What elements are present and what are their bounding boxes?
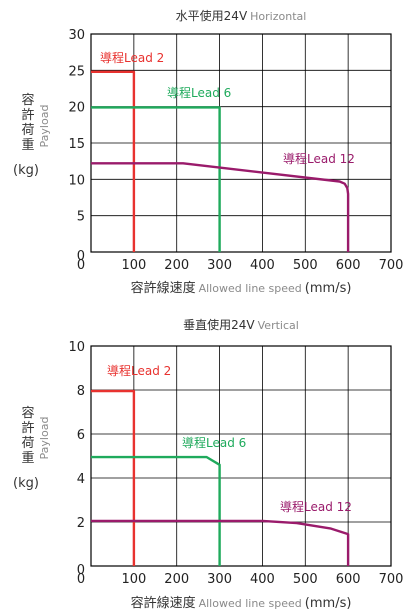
- x-axis-label-en: Allowed line speed: [199, 597, 302, 610]
- y-tick-label: 25: [68, 64, 85, 79]
- y-axis-label-char: 荷: [21, 436, 34, 451]
- series-line-1: [91, 389, 136, 566]
- x-tick-label: 700: [379, 572, 404, 587]
- x-tick-label: 0: [77, 258, 85, 273]
- series-line-2: [91, 455, 221, 566]
- series-label-3: 導程Lead 12: [283, 151, 355, 166]
- y-tick-label: 6: [77, 428, 85, 443]
- y-axis-label-char: 重: [21, 137, 34, 153]
- x-tick-label: 700: [379, 258, 404, 273]
- x-tick-label: 500: [293, 572, 318, 587]
- x-tick-label: 100: [121, 258, 146, 273]
- y-tick-label: 10: [68, 340, 85, 355]
- series-line-1: [91, 70, 136, 252]
- series-label-2: 導程Lead 6: [182, 435, 246, 450]
- y-tick-label: 0: [77, 563, 85, 578]
- series-label-1: 導程Lead 2: [100, 50, 164, 65]
- x-axis-label-main: 容許線速度: [131, 595, 196, 611]
- series-label-1: 導程Lead 2: [107, 363, 171, 378]
- x-axis-label-2: 容許線速度 Allowed line speed (mm/s): [131, 595, 352, 611]
- x-tick-label: 200: [164, 258, 189, 273]
- y-axis-label-char: 容: [21, 405, 34, 421]
- chart-title-en: Vertical: [258, 319, 299, 332]
- series-line-3: [91, 162, 350, 252]
- x-tick-label: 100: [121, 572, 146, 587]
- x-tick-label: 600: [336, 572, 361, 587]
- series-label-3: 導程Lead 12: [280, 499, 352, 514]
- x-axis-label-main: 容許線速度: [131, 280, 196, 296]
- x-axis-label-unit: (mm/s): [305, 281, 352, 296]
- plot-frame-1: [90, 33, 392, 253]
- x-tick-label: 400: [250, 572, 275, 587]
- x-tick-label: 0: [77, 572, 85, 587]
- series-line-3: [91, 519, 350, 566]
- x-tick-label: 500: [293, 258, 318, 273]
- y-tick-label: 2: [77, 516, 85, 531]
- y-axis-label-char: 荷: [21, 123, 34, 138]
- x-axis-label-1: 容許線速度 Allowed line speed (mm/s): [131, 280, 352, 296]
- y-axis-label-char: 重: [21, 450, 34, 466]
- series-line-2: [91, 106, 221, 252]
- y-axis-label-en: Payload: [38, 417, 51, 460]
- chart-title-1: 水平使用24V Horizontal: [176, 8, 307, 23]
- y-tick-label: 20: [68, 101, 85, 116]
- series-label-2: 導程Lead 6: [167, 85, 231, 100]
- x-tick-label: 200: [164, 572, 189, 587]
- y-axis-label-unit: (kg): [13, 476, 39, 491]
- y-tick-label: 10: [68, 173, 85, 188]
- chart-title-2: 垂直使用24V Vertical: [183, 317, 299, 332]
- x-tick-label: 300: [207, 258, 232, 273]
- y-tick-label: 8: [77, 384, 85, 399]
- y-axis-label-unit: (kg): [13, 163, 39, 178]
- x-axis-label-en: Allowed line speed: [199, 282, 302, 295]
- y-axis-label-char: 許: [21, 421, 34, 436]
- y-tick-label: 30: [68, 28, 85, 43]
- x-tick-label: 400: [250, 258, 275, 273]
- y-axis-label-char: 容: [21, 92, 34, 108]
- y-tick-label: 4: [77, 472, 85, 487]
- chart-title-main: 垂直使用24V: [183, 317, 255, 332]
- y-tick-label: 5: [77, 210, 85, 225]
- x-tick-label: 300: [207, 572, 232, 587]
- y-axis-label-en: Payload: [38, 105, 51, 148]
- x-axis-label-unit: (mm/s): [305, 596, 352, 611]
- chart-title-en: Horizontal: [250, 10, 306, 23]
- y-tick-label: 0: [77, 249, 85, 264]
- chart-title-main: 水平使用24V: [176, 8, 248, 23]
- y-axis-label-char: 許: [21, 108, 34, 123]
- x-tick-label: 600: [336, 258, 361, 273]
- y-tick-label: 15: [68, 137, 85, 152]
